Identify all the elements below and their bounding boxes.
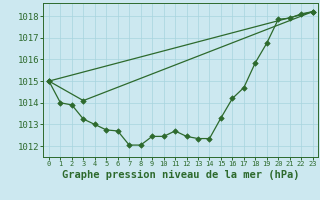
- X-axis label: Graphe pression niveau de la mer (hPa): Graphe pression niveau de la mer (hPa): [62, 170, 300, 180]
